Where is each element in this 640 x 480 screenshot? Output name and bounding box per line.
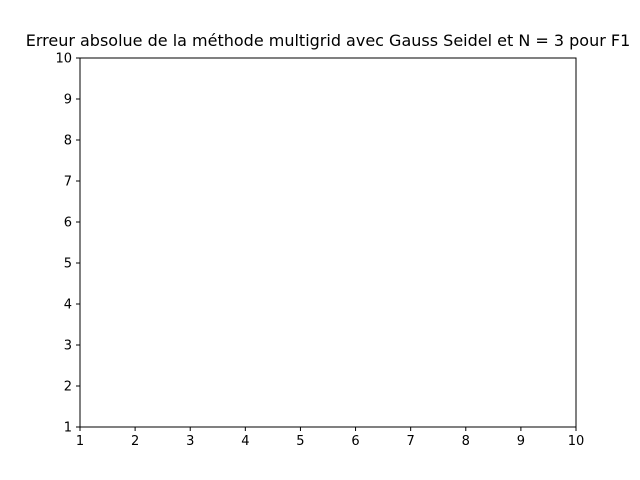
y-axis: 1 2 3 4 5 6 7 8 9 10: [55, 52, 80, 436]
y-tick-label: 3: [64, 339, 72, 354]
x-tick-label: 7: [407, 434, 415, 449]
y-tick-label: 7: [64, 175, 72, 190]
x-tick-label: 10: [568, 434, 585, 449]
x-tick-label: 8: [462, 434, 470, 449]
x-tick-label: 9: [517, 434, 525, 449]
y-tick-label: 6: [64, 216, 72, 231]
x-tick-label: 6: [351, 434, 359, 449]
y-tick-label: 5: [64, 257, 72, 272]
y-tick-label: 10: [55, 52, 72, 67]
y-tick-label: 2: [64, 380, 72, 395]
x-tick-label: 1: [76, 434, 84, 449]
x-tick-label: 4: [241, 434, 249, 449]
y-tick-label: 9: [64, 93, 72, 108]
x-axis: 1 2 3 4 5 6 7 8 9 10: [76, 427, 584, 449]
plot-area-frame: [79, 57, 577, 428]
y-tick-label: 1: [64, 421, 72, 436]
chart-title: Erreur absolue de la méthode multigrid a…: [25, 31, 631, 50]
y-tick-label: 4: [64, 298, 72, 313]
x-tick-label: 3: [186, 434, 194, 449]
x-tick-label: 2: [131, 434, 139, 449]
x-tick-label: 5: [296, 434, 304, 449]
y-tick-label: 8: [64, 134, 72, 149]
